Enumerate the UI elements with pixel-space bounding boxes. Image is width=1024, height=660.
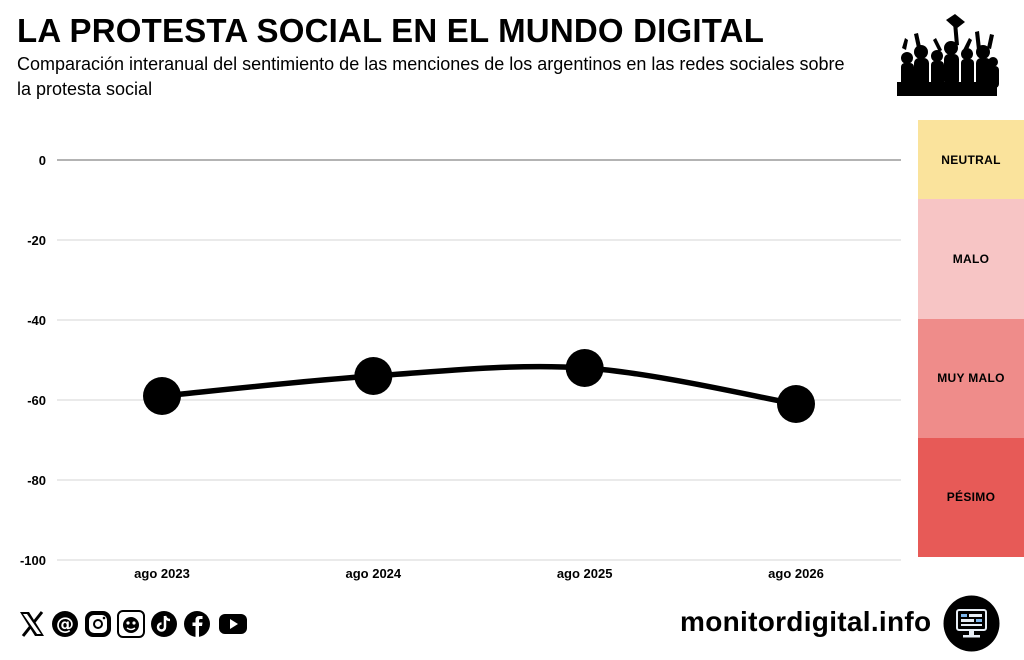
sentiment-band: PÉSIMO bbox=[918, 437, 1024, 557]
x-icon[interactable] bbox=[17, 609, 47, 639]
sentiment-band: MALO bbox=[918, 199, 1024, 319]
data-points bbox=[143, 349, 815, 423]
grid-lines bbox=[57, 159, 901, 561]
y-tick-label: -20 bbox=[27, 233, 46, 248]
mastodon-icon[interactable] bbox=[116, 609, 146, 639]
x-tick-label: ago 2025 bbox=[557, 566, 613, 581]
sentiment-band: NEUTRAL bbox=[918, 120, 1024, 200]
monitor-icon bbox=[943, 595, 1000, 652]
series-line bbox=[159, 363, 799, 407]
data-point bbox=[143, 377, 181, 415]
line-chart: 0-20-40-60-80-100 ago 2023 ago 2024 ago 20… bbox=[20, 153, 901, 581]
x-axis: ago 2023 ago 2024 ago 2025 ago 2026 bbox=[134, 566, 824, 581]
site-url[interactable]: monitordigital.info bbox=[680, 606, 932, 637]
tiktok-icon[interactable] bbox=[149, 609, 179, 639]
instagram-icon[interactable] bbox=[83, 609, 113, 639]
x-tick-label: ago 2023 bbox=[134, 566, 190, 581]
chart-title: LA PROTESTA SOCIAL EN EL MUNDO DIGITAL bbox=[17, 12, 765, 49]
data-point bbox=[354, 357, 393, 395]
y-tick-label: -60 bbox=[27, 393, 46, 408]
y-tick-label: -80 bbox=[27, 473, 46, 488]
y-axis: 0 -20 -40 -60 -80 -100 bbox=[20, 153, 46, 568]
protest-crowd-icon bbox=[897, 14, 999, 96]
social-icons: @ bbox=[17, 609, 251, 639]
chart-subtitle: Comparación interanual del sentimiento d… bbox=[17, 54, 845, 99]
youtube-icon[interactable] bbox=[215, 609, 251, 639]
y-tick-label: -100 bbox=[20, 553, 46, 568]
y-tick-label: -40 bbox=[27, 313, 46, 328]
data-point bbox=[777, 385, 815, 423]
data-point bbox=[565, 349, 604, 387]
x-tick-label: ago 2024 bbox=[346, 566, 402, 581]
y-tick-label: 0 bbox=[39, 153, 46, 168]
svg-text:@: @ bbox=[56, 614, 74, 635]
sentiment-band: MUY MALO bbox=[918, 318, 1024, 438]
x-tick-label: ago 2026 bbox=[768, 566, 824, 581]
facebook-icon[interactable] bbox=[182, 609, 212, 639]
threads-icon[interactable]: @ bbox=[50, 609, 80, 639]
